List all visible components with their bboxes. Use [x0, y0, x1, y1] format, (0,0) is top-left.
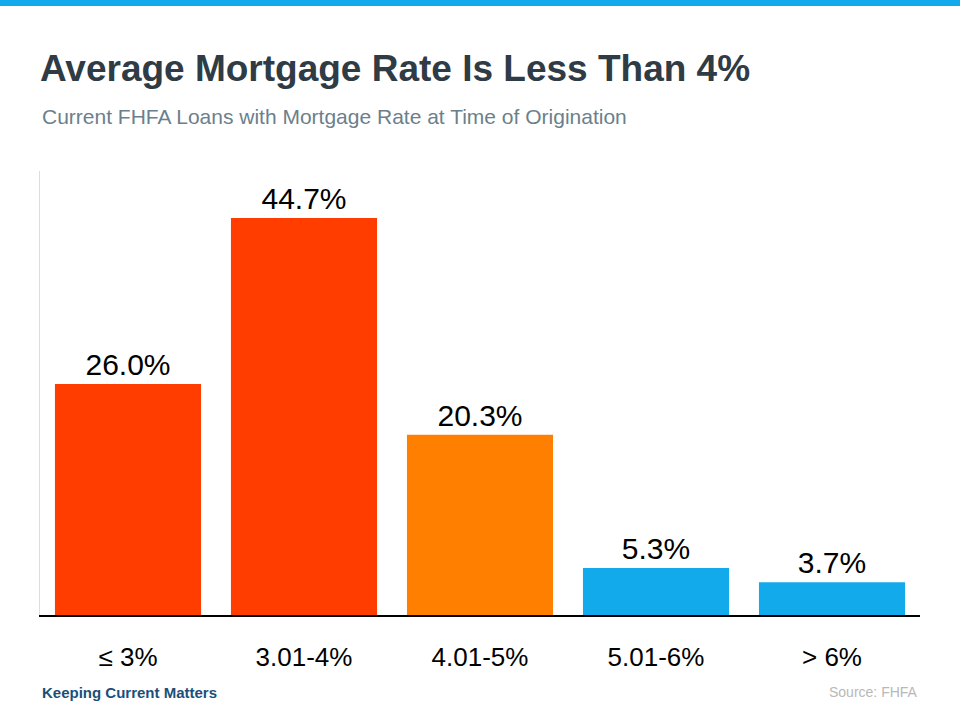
- svg-text:Keeping Current Matters: Keeping Current Matters: [42, 684, 217, 701]
- svg-text:Average Mortgage Rate Is Less: Average Mortgage Rate Is Less Than 4%: [40, 48, 750, 89]
- svg-text:Current FHFA Loans with Mortga: Current FHFA Loans with Mortgage Rate at…: [42, 105, 627, 128]
- svg-text:≤ 3%: ≤ 3%: [98, 642, 157, 672]
- svg-text:5.01-6%: 5.01-6%: [608, 642, 705, 672]
- svg-text:44.7%: 44.7%: [261, 182, 346, 215]
- svg-text:5.3%: 5.3%: [622, 532, 690, 565]
- svg-text:20.3%: 20.3%: [437, 399, 522, 432]
- svg-text:> 6%: > 6%: [802, 642, 862, 672]
- svg-text:3.01-4%: 3.01-4%: [256, 642, 353, 672]
- svg-text:3.7%: 3.7%: [798, 546, 866, 579]
- svg-text:Source: FHFA: Source: FHFA: [829, 684, 918, 700]
- svg-text:26.0%: 26.0%: [85, 348, 170, 381]
- svg-text:4.01-5%: 4.01-5%: [432, 642, 529, 672]
